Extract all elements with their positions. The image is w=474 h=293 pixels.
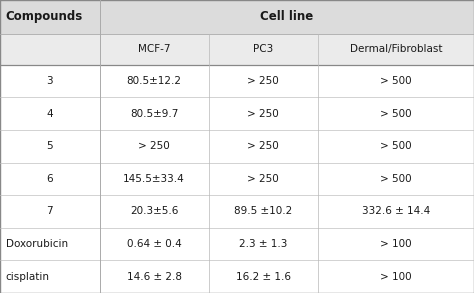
Text: 7: 7 bbox=[46, 207, 53, 217]
Text: 2.3 ± 1.3: 2.3 ± 1.3 bbox=[239, 239, 287, 249]
Text: 0.64 ± 0.4: 0.64 ± 0.4 bbox=[127, 239, 182, 249]
Text: 5: 5 bbox=[46, 141, 53, 151]
Text: 16.2 ± 1.6: 16.2 ± 1.6 bbox=[236, 272, 291, 282]
Text: > 500: > 500 bbox=[380, 76, 411, 86]
Text: MCF-7: MCF-7 bbox=[138, 44, 170, 54]
Text: > 250: > 250 bbox=[247, 109, 279, 119]
Text: 80.5±12.2: 80.5±12.2 bbox=[127, 76, 182, 86]
Bar bbox=[0, 130, 474, 163]
Bar bbox=[0, 260, 474, 293]
Text: > 250: > 250 bbox=[138, 141, 170, 151]
Text: 3: 3 bbox=[46, 76, 53, 86]
Text: Cell line: Cell line bbox=[260, 11, 313, 23]
Text: > 500: > 500 bbox=[380, 109, 411, 119]
Text: 89.5 ±10.2: 89.5 ±10.2 bbox=[234, 207, 292, 217]
Bar bbox=[0, 65, 474, 97]
Text: Compounds: Compounds bbox=[6, 11, 83, 23]
Text: 332.6 ± 14.4: 332.6 ± 14.4 bbox=[362, 207, 430, 217]
Bar bbox=[0, 163, 474, 195]
Text: > 250: > 250 bbox=[247, 174, 279, 184]
Bar bbox=[0, 228, 474, 260]
Text: 80.5±9.7: 80.5±9.7 bbox=[130, 109, 178, 119]
Text: 6: 6 bbox=[46, 174, 53, 184]
Bar bbox=[0, 97, 474, 130]
Bar bbox=[0, 0, 474, 34]
Text: 20.3±5.6: 20.3±5.6 bbox=[130, 207, 178, 217]
Text: > 100: > 100 bbox=[380, 239, 411, 249]
Bar bbox=[0, 34, 474, 65]
Text: > 250: > 250 bbox=[247, 141, 279, 151]
Text: 4: 4 bbox=[46, 109, 53, 119]
Bar bbox=[0, 195, 474, 228]
Text: > 500: > 500 bbox=[380, 174, 411, 184]
Text: Dermal/Fibroblast: Dermal/Fibroblast bbox=[349, 44, 442, 54]
Text: 14.6 ± 2.8: 14.6 ± 2.8 bbox=[127, 272, 182, 282]
Text: Doxorubicin: Doxorubicin bbox=[6, 239, 68, 249]
Text: cisplatin: cisplatin bbox=[6, 272, 50, 282]
Text: PC3: PC3 bbox=[253, 44, 273, 54]
Text: > 100: > 100 bbox=[380, 272, 411, 282]
Text: 145.5±33.4: 145.5±33.4 bbox=[123, 174, 185, 184]
Text: > 500: > 500 bbox=[380, 141, 411, 151]
Text: > 250: > 250 bbox=[247, 76, 279, 86]
